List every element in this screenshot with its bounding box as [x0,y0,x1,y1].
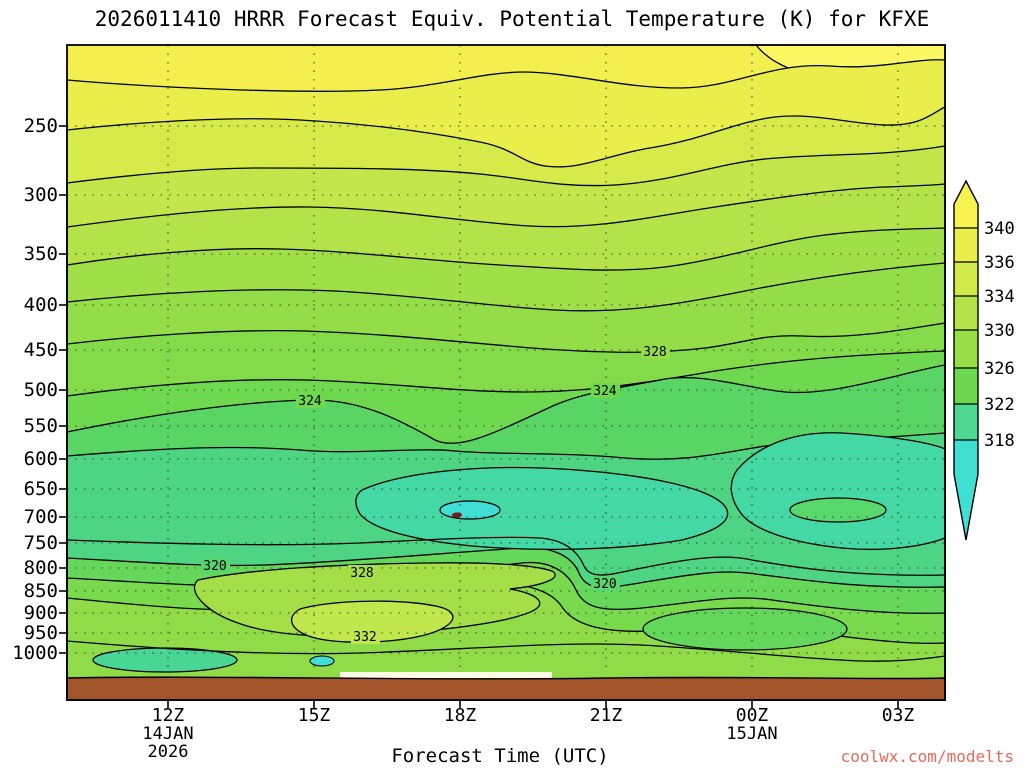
x-axis-title: Forecast Time (UTC) [391,745,608,767]
y-tick-label: 700 [24,506,58,528]
chart-title: 2026011410 HRRR Forecast Equiv. Potentia… [95,7,929,31]
colorbar-label: 330 [984,321,1015,341]
y-tick-label: 550 [24,415,58,437]
colorbar-outline [953,179,979,541]
low-level-pocket-right [642,607,848,651]
teal-pool-mid [355,466,729,551]
pale-sliver-above-terrain [340,672,552,678]
cyan-spot-bottom [309,655,335,667]
colorbar: 340 336 334 330 326 322 318 [953,179,1015,541]
y-tick-label: 900 [24,602,58,624]
colorbar-label: 336 [984,253,1015,273]
x-tick-label: 18Z [444,705,477,726]
y-tick-label: 500 [24,379,58,401]
y-tick-label: 800 [24,557,58,579]
y-tick-label: 850 [24,580,58,602]
y-tick-label: 950 [24,622,58,644]
watermark: coolwx.com/modelts [841,747,1014,766]
x-axis: 12Z 15Z 18Z 21Z 00Z 03Z 14JAN 2026 15JAN… [142,705,914,767]
y-tick-label: 1000 [12,642,58,664]
y-tick-label: 450 [24,339,58,361]
colorbar-label: 334 [984,287,1015,307]
y-tick-label: 250 [24,115,58,137]
x-date-label: 14JAN [142,724,193,744]
contour-field [66,44,946,701]
y-tick-label: 300 [24,184,58,206]
x-tick-label: 12Z [152,705,185,726]
x-date-label: 15JAN [726,724,777,744]
y-tick-label: 400 [24,294,58,316]
x-tick-label: 21Z [590,705,623,726]
contour-labels: 328 324 324 320 328 320 332 [201,344,670,645]
pocket-328 [193,562,556,638]
contour-label: 328 [350,566,373,581]
contour-label: 324 [593,384,617,399]
x-tick-label: 00Z [736,705,769,726]
y-tick-label: 600 [24,448,58,470]
axis-ticks [59,125,899,708]
y-tick-label: 350 [24,243,58,265]
colorbar-label: 322 [984,395,1015,415]
terrain [66,676,946,700]
plot-frame [66,44,946,701]
colorbar-label: 340 [984,219,1015,239]
teal-pool-right [730,432,946,551]
grid-dots [67,45,945,674]
contour-line-extra-lower [66,640,946,662]
y-tick-label: 750 [24,532,58,554]
contour-label: 332 [353,630,376,645]
cyan-core-mid [439,500,501,520]
pocket-332 [291,600,454,643]
contour-label: 328 [643,345,666,360]
contour-label: 320 [593,577,616,592]
y-tick-label: 650 [24,478,58,500]
contour-label: 324 [298,394,322,409]
contour-line-extra-upper [66,536,946,576]
green-island-right [789,497,887,523]
x-year-label: 2026 [148,742,189,762]
y-axis: 250 300 350 400 450 500 550 600 650 700 … [12,115,58,664]
x-tick-label: 03Z [882,705,915,726]
contour-label: 320 [203,559,226,574]
colorbar-label: 318 [984,431,1015,451]
colorbar-label: 326 [984,359,1015,379]
x-tick-label: 15Z [298,705,331,726]
